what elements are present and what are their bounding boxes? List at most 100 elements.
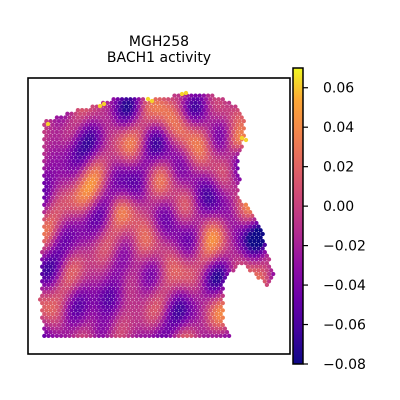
spot xyxy=(116,112,120,116)
spot xyxy=(179,177,183,181)
spot xyxy=(177,232,181,236)
spot xyxy=(166,250,170,254)
spot xyxy=(240,232,244,236)
spot xyxy=(156,195,160,199)
spot xyxy=(76,166,80,170)
spot xyxy=(210,108,214,112)
spot xyxy=(214,203,218,207)
spot xyxy=(124,235,128,239)
spot xyxy=(223,275,227,279)
spot xyxy=(109,137,113,141)
spot xyxy=(202,130,206,134)
spot xyxy=(69,148,73,152)
spot xyxy=(53,177,57,181)
spot xyxy=(114,326,118,330)
spot xyxy=(116,294,120,298)
spot xyxy=(156,130,160,134)
spot xyxy=(145,184,149,188)
spot xyxy=(137,199,141,203)
spot xyxy=(181,239,185,243)
spot xyxy=(130,305,134,309)
spot xyxy=(231,130,235,134)
spot xyxy=(76,203,80,207)
spot xyxy=(206,268,210,272)
spot xyxy=(51,334,55,338)
spot xyxy=(156,210,160,214)
spot xyxy=(111,294,115,298)
spot xyxy=(82,235,86,239)
spot xyxy=(141,323,145,327)
spot xyxy=(162,177,166,181)
spot xyxy=(109,283,113,287)
spot xyxy=(90,155,94,159)
spot xyxy=(90,308,94,312)
spot xyxy=(214,115,218,119)
spot xyxy=(78,163,82,167)
spot xyxy=(57,257,61,261)
spot xyxy=(250,265,254,269)
spot xyxy=(191,323,195,327)
spot xyxy=(61,214,65,218)
spot xyxy=(170,265,174,269)
spot xyxy=(78,316,82,320)
spot xyxy=(128,184,132,188)
spot xyxy=(147,166,151,170)
spot xyxy=(98,104,102,108)
spot xyxy=(177,166,181,170)
spot xyxy=(223,334,227,338)
spot xyxy=(235,239,239,243)
spot xyxy=(214,137,218,141)
spot xyxy=(181,115,185,119)
spot xyxy=(132,119,136,123)
spot xyxy=(229,192,233,196)
spot xyxy=(116,330,120,334)
spot xyxy=(135,239,139,243)
spot xyxy=(187,126,191,130)
spot xyxy=(183,265,187,269)
spot xyxy=(107,163,111,167)
spot xyxy=(72,312,76,316)
spot xyxy=(126,123,130,127)
spot xyxy=(162,206,166,210)
spot xyxy=(61,199,65,203)
spot xyxy=(132,141,136,145)
spot xyxy=(109,232,113,236)
spot xyxy=(116,97,120,101)
spot xyxy=(206,217,210,221)
spot xyxy=(67,217,71,221)
spot xyxy=(216,112,220,116)
spot xyxy=(177,246,181,250)
spot xyxy=(189,101,193,105)
spot xyxy=(101,108,105,112)
spot xyxy=(151,225,155,229)
spot xyxy=(42,174,46,178)
spot xyxy=(116,279,120,283)
spot xyxy=(114,144,118,148)
spot xyxy=(229,141,233,145)
spot xyxy=(200,177,204,181)
spot xyxy=(183,126,187,130)
spot xyxy=(231,232,235,236)
spot xyxy=(212,316,216,320)
spot xyxy=(97,312,101,316)
spot xyxy=(72,290,76,294)
spot xyxy=(67,210,71,214)
spot xyxy=(198,275,202,279)
spot xyxy=(160,108,164,112)
spot xyxy=(109,305,113,309)
spot xyxy=(103,214,107,218)
spot xyxy=(69,177,73,181)
spot xyxy=(63,268,67,272)
spot xyxy=(44,184,48,188)
spot xyxy=(111,235,115,239)
spot xyxy=(103,119,107,123)
spot xyxy=(254,235,258,239)
spot xyxy=(231,239,235,243)
spot xyxy=(145,286,149,290)
spot xyxy=(105,261,109,265)
spot xyxy=(233,206,237,210)
spot xyxy=(212,104,216,108)
spot xyxy=(90,235,94,239)
spot xyxy=(174,301,178,305)
spot xyxy=(231,137,235,141)
